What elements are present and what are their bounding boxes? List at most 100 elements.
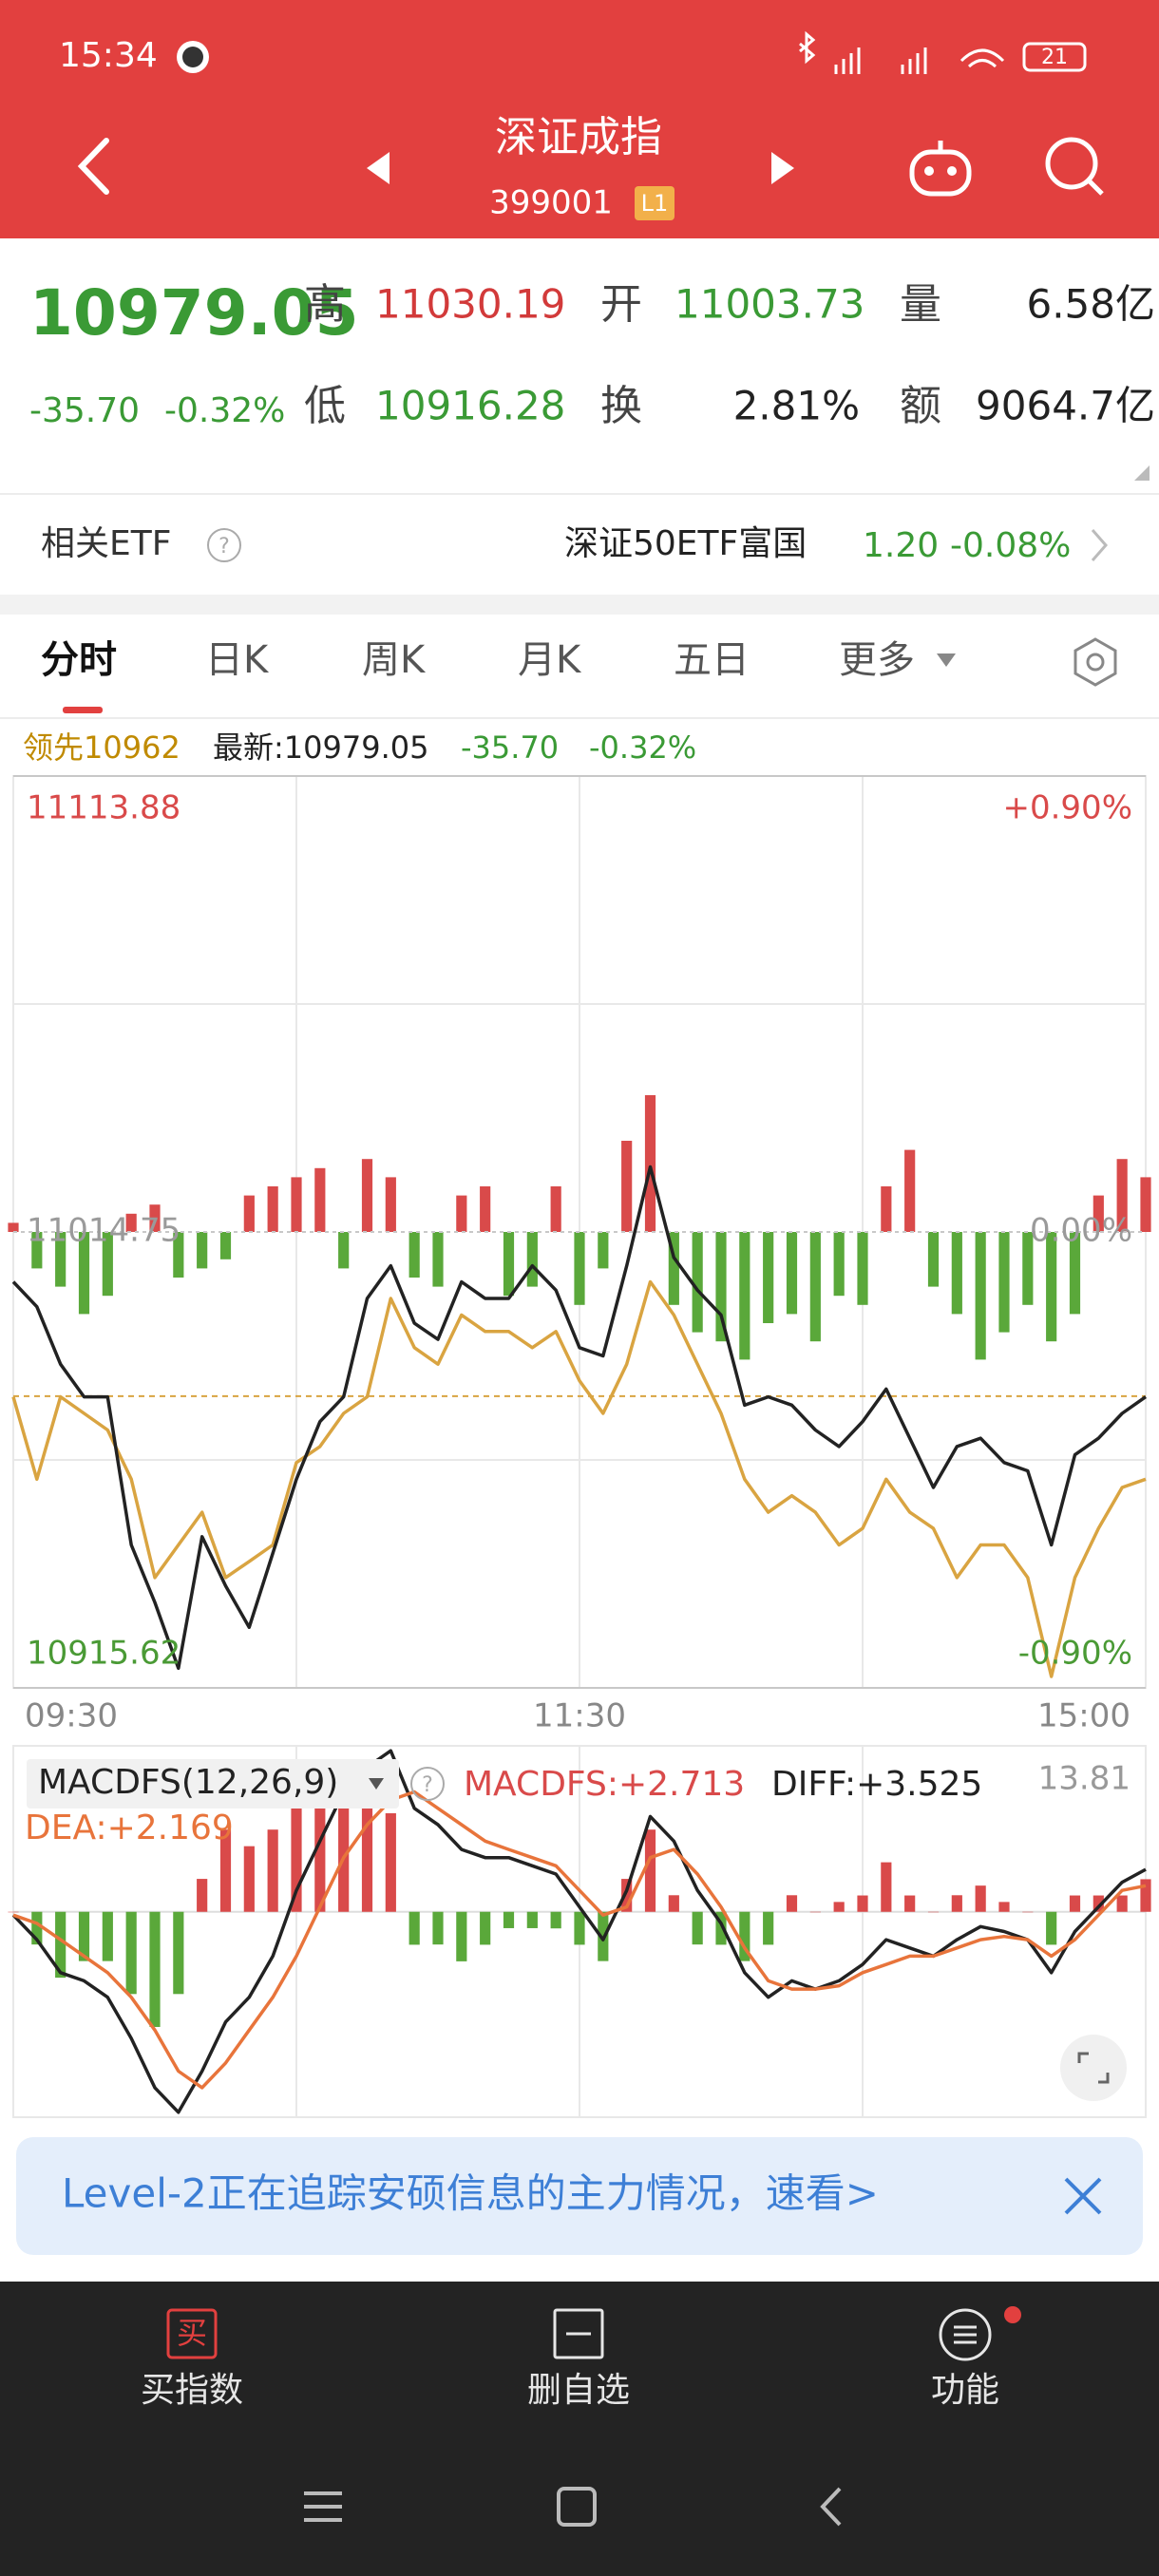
- bar: [291, 1177, 302, 1232]
- etf-change: -0.08%: [950, 526, 1071, 565]
- bar: [550, 1186, 561, 1232]
- close-banner[interactable]: [1064, 2177, 1102, 2215]
- x-tick-label: 15:00: [1037, 1697, 1130, 1735]
- bar: [78, 1911, 90, 1961]
- series-line: [11, 1279, 1147, 1678]
- nav-home[interactable]: [557, 2487, 597, 2527]
- back-button[interactable]: [77, 138, 109, 195]
- function-icon: [939, 2308, 992, 2361]
- y-tick-label: 11014.75: [27, 1212, 180, 1250]
- bar: [385, 1177, 396, 1232]
- etf-chevron[interactable]: [1091, 529, 1108, 561]
- indicator-arrow: [369, 1778, 384, 1790]
- bar: [102, 1232, 113, 1297]
- latest-value: 最新:10979.05: [213, 729, 428, 766]
- tab-active[interactable]: 分时: [41, 638, 117, 682]
- bar: [621, 1879, 633, 1912]
- buy-icon: 买: [177, 2315, 207, 2351]
- promo-banner[interactable]: [16, 2137, 1143, 2255]
- bar: [173, 1911, 184, 1995]
- bar: [503, 1911, 515, 1928]
- legend-label: DIFF:+3.525: [771, 1765, 982, 1804]
- help-icon[interactable]: [410, 1767, 445, 1801]
- bar: [149, 1911, 161, 2027]
- y2-tick-label: -0.90%: [1018, 1635, 1132, 1673]
- bar: [1046, 1911, 1057, 1945]
- bar: [1140, 1879, 1151, 1912]
- fullscreen-button[interactable]: [1060, 2035, 1127, 2101]
- tab[interactable]: 日K: [205, 638, 270, 682]
- bar: [197, 1232, 208, 1269]
- bar: [644, 1095, 656, 1232]
- function-icon-lines: [954, 2325, 977, 2344]
- bar: [408, 1911, 420, 1945]
- y2-tick-label: +0.90%: [1003, 789, 1133, 827]
- bar: [975, 1232, 986, 1360]
- bar: [432, 1911, 444, 1945]
- bar: [998, 1902, 1010, 1912]
- bar: [598, 1232, 609, 1269]
- legend-label: MACDFS:+2.713: [464, 1765, 745, 1804]
- bar: [31, 1911, 43, 1945]
- robot-button[interactable]: [909, 141, 972, 197]
- tab[interactable]: 周K: [362, 638, 427, 682]
- series-line: [12, 1790, 1147, 2090]
- y-tick-label: 11113.88: [27, 789, 180, 827]
- bar: [8, 1911, 19, 1913]
- bar: [361, 1159, 373, 1232]
- volume-label: 量: [900, 280, 941, 329]
- bar: [291, 1780, 302, 1912]
- next-button[interactable]: [771, 152, 794, 184]
- tab[interactable]: 五日: [674, 638, 750, 682]
- bar: [668, 1232, 679, 1305]
- bar: [338, 1780, 350, 1912]
- open-label: 开: [600, 280, 642, 329]
- promo-text[interactable]: Level-2正在追踪安硕信息的主力情况，速看>: [62, 2170, 879, 2217]
- bar: [1046, 1232, 1057, 1342]
- nav-menu[interactable]: [304, 2491, 342, 2522]
- bar: [574, 1911, 585, 1945]
- series-line: [11, 1165, 1148, 1671]
- bar: [998, 1232, 1010, 1333]
- bar: [1022, 1232, 1034, 1305]
- indicator-selector[interactable]: [27, 1759, 399, 1809]
- search-button[interactable]: [1045, 137, 1104, 196]
- chart-labels: 11113.88 11014.75 10915.62 +0.90% 0.00% -0.90…: [25, 789, 1132, 1848]
- status-time: 15:34: [59, 36, 158, 75]
- expand-corner[interactable]: [1134, 465, 1150, 481]
- remove-watch-button[interactable]: 删自选: [527, 2371, 630, 2410]
- bar: [526, 1911, 538, 1928]
- bar: [480, 1911, 491, 1945]
- bottom-bar: [0, 2282, 1159, 2576]
- prev-button[interactable]: [367, 152, 390, 184]
- notification-dot: [1004, 2306, 1021, 2323]
- volume-value: 6.58亿: [1026, 281, 1155, 328]
- etf-name[interactable]: 深证50ETF富国: [564, 524, 807, 563]
- open-value: 11003.73: [674, 281, 864, 328]
- bar: [951, 1895, 962, 1912]
- bar: [1116, 1159, 1128, 1232]
- tab[interactable]: 月K: [518, 638, 582, 682]
- bar: [219, 1232, 232, 1260]
- turnover-value: 2.81%: [733, 383, 860, 429]
- settings-button[interactable]: [1074, 637, 1117, 687]
- bar: [267, 1829, 278, 1912]
- bar: [809, 1911, 821, 1913]
- help-icon[interactable]: [207, 528, 241, 562]
- change: -35.70: [29, 391, 140, 430]
- bar: [338, 1232, 350, 1269]
- bar: [833, 1232, 845, 1297]
- bar: [927, 1911, 940, 1913]
- buy-index-button[interactable]: 买指数: [141, 2371, 243, 2410]
- nav-back[interactable]: [820, 2487, 842, 2527]
- robot-eye: [924, 166, 934, 176]
- bar: [833, 1902, 845, 1912]
- function-button[interactable]: 功能: [931, 2371, 999, 2410]
- help-icon-mark: ?: [218, 535, 230, 559]
- tab[interactable]: 更多: [839, 638, 915, 682]
- x-tick-label: 11:30: [533, 1697, 626, 1735]
- bar: [314, 1780, 326, 1912]
- bar: [786, 1895, 798, 1912]
